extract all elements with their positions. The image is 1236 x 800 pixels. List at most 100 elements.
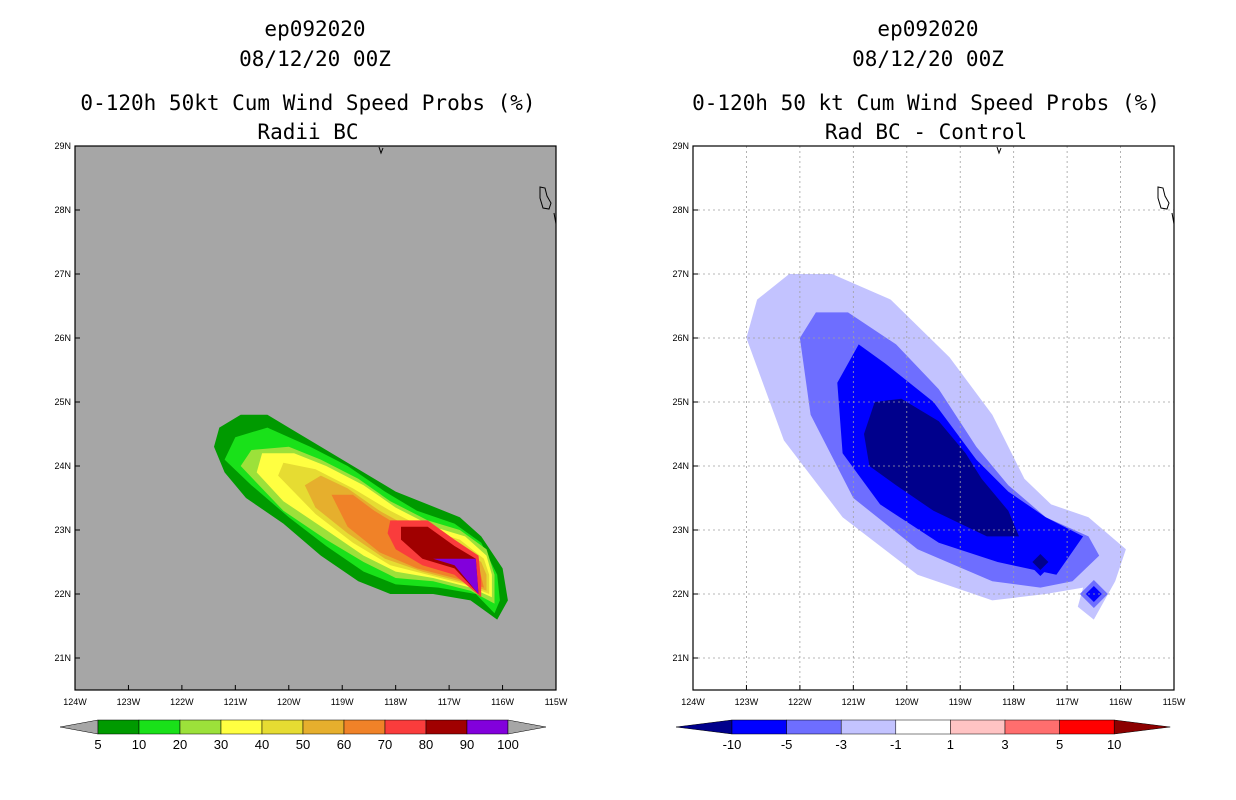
left-colorbar-label: 100	[497, 737, 519, 752]
left-colorbar-label: 20	[173, 737, 187, 752]
left-x-tick-label: 116W	[491, 697, 514, 707]
right-y-tick-label: 21N	[672, 653, 689, 663]
left-coastline-north	[378, 146, 384, 155]
left-x-tick-label: 124W	[63, 697, 87, 707]
right-coastline-north	[996, 146, 1002, 155]
left-y-tick-label: 25N	[54, 397, 71, 407]
left-x-tick-label: 121W	[224, 697, 248, 707]
left-colorbar-label: 70	[378, 737, 392, 752]
left-panel: ep092020 08/12/20 00Z 0-120h 50kt Cum Wi…	[54, 17, 567, 752]
right-y-tick-label: 25N	[672, 397, 689, 407]
left-map-frame	[74, 145, 557, 691]
right-x-tick-label: 116W	[1109, 697, 1132, 707]
left-y-tick-label: 27N	[54, 269, 71, 279]
right-colorbar-label: -1	[890, 737, 902, 752]
right-colorbar-label: 5	[1056, 737, 1063, 752]
right-panel: ep092020 08/12/20 00Z 0-120h 50 kt Cum W…	[672, 17, 1185, 752]
right-colorbar: -10 -5 -3 -1 1 3 5 10	[675, 719, 1171, 752]
right-colorbar-high-arrow	[1113, 719, 1171, 735]
left-x-tick-label: 123W	[117, 697, 141, 707]
left-y-axis: 29N 28N 27N 26N 25N 24N 23N 22N 21N	[54, 141, 80, 663]
right-y-tick-label: 23N	[672, 525, 689, 535]
left-colorbar-high-arrow	[507, 719, 547, 735]
left-x-tick-label: 119W	[331, 697, 354, 707]
right-y-tick-label: 22N	[672, 589, 689, 599]
left-contour-9	[433, 558, 479, 594]
right-colorbar-label: -5	[781, 737, 793, 752]
left-y-tick-label: 23N	[54, 525, 71, 535]
left-y-tick-label: 28N	[54, 205, 71, 215]
left-y-tick-label: 22N	[54, 589, 71, 599]
left-colorbar-label: 60	[337, 737, 351, 752]
left-colorbar-label: 50	[296, 737, 310, 752]
right-x-tick-label: 118W	[1002, 697, 1025, 707]
right-x-tick-label: 124W	[681, 697, 705, 707]
left-colorbar-label: 10	[132, 737, 146, 752]
right-title-product: 0-120h 50 kt Cum Wind Speed Probs (%)	[692, 91, 1160, 115]
left-y-tick-label: 21N	[54, 653, 71, 663]
right-colorbar-box	[950, 719, 1006, 735]
left-x-axis: 124W 123W 122W 121W 120W 119W 118W 117W 116W 115W	[63, 685, 568, 707]
left-x-tick-label: 122W	[170, 697, 194, 707]
right-colorbar-box	[1004, 719, 1060, 735]
right-contour-3	[864, 398, 1019, 537]
right-colorbar-box	[840, 719, 897, 735]
left-colorbar-box	[179, 719, 222, 735]
left-y-tick-label: 24N	[54, 461, 71, 471]
left-contour-layer	[214, 414, 508, 620]
right-colorbar-box	[731, 719, 787, 735]
left-x-tick-label: 115W	[545, 697, 568, 707]
left-colorbar-box	[343, 719, 386, 735]
right-map-frame	[692, 145, 1175, 691]
left-title-product: 0-120h 50kt Cum Wind Speed Probs (%)	[80, 91, 535, 115]
right-colorbar-box	[1059, 719, 1115, 735]
right-x-axis: 124W 123W 122W 121W 120W 119W 118W 117W 116W 115W	[681, 685, 1186, 707]
left-x-tick-label: 118W	[384, 697, 407, 707]
right-y-tick-label: 26N	[672, 333, 689, 343]
left-y-tick-label: 29N	[54, 141, 71, 151]
left-colorbar-box	[138, 719, 181, 735]
right-colorbar-label: 3	[1001, 737, 1008, 752]
right-colorbar-label: -3	[835, 737, 847, 752]
right-colorbar-label: 10	[1107, 737, 1121, 752]
left-colorbar-box	[261, 719, 304, 735]
right-title-subtitle: Rad BC - Control	[825, 120, 1027, 144]
right-colorbar-box	[786, 719, 842, 735]
right-y-tick-label: 24N	[672, 461, 689, 471]
right-colorbar-label: -10	[723, 737, 742, 752]
right-x-tick-label: 121W	[842, 697, 866, 707]
right-y-tick-label: 27N	[672, 269, 689, 279]
right-gridlines	[693, 146, 1174, 690]
right-x-tick-label: 115W	[1163, 697, 1186, 707]
left-colorbar-label: 40	[255, 737, 269, 752]
right-y-tick-label: 29N	[672, 141, 689, 151]
right-colorbar-low-arrow	[675, 719, 733, 735]
right-x-tick-label: 122W	[788, 697, 812, 707]
left-x-tick-label: 120W	[277, 697, 301, 707]
left-title-subtitle: Radii BC	[257, 120, 358, 144]
left-colorbar-label: 5	[94, 737, 101, 752]
left-island-cedros	[539, 186, 552, 210]
right-x-tick-label: 119W	[949, 697, 972, 707]
right-spot-0	[1032, 554, 1049, 570]
left-colorbar-low-arrow	[59, 719, 99, 735]
right-y-tick-label: 28N	[672, 205, 689, 215]
right-colorbar-label: 1	[947, 737, 954, 752]
left-title-date: 08/12/20 00Z	[239, 47, 391, 71]
left-colorbar-label: 30	[214, 737, 228, 752]
right-island-cedros	[1157, 186, 1170, 210]
left-y-tick-label: 26N	[54, 333, 71, 343]
left-colorbar-label: 90	[460, 737, 474, 752]
left-x-tick-label: 117W	[438, 697, 461, 707]
right-y-axis: 29N 28N 27N 26N 25N 24N 23N 22N 21N	[672, 141, 698, 663]
right-title-date: 08/12/20 00Z	[852, 47, 1004, 71]
left-title-storm-id: ep092020	[264, 17, 365, 41]
left-colorbar-box	[466, 719, 509, 735]
right-x-tick-label: 120W	[895, 697, 919, 707]
left-colorbar: 5 10 20 30 40 50 60 70 80 90 100	[59, 719, 547, 752]
left-colorbar-box	[302, 719, 345, 735]
right-x-tick-label: 123W	[735, 697, 759, 707]
left-colorbar-box	[97, 719, 140, 735]
right-x-tick-label: 117W	[1056, 697, 1079, 707]
